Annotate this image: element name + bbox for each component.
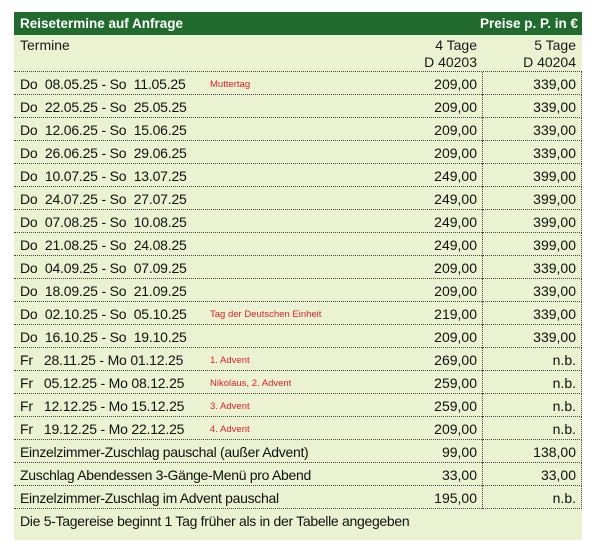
table-row: Fr 12.12.25 - Mo 15.12.25 3. Advent 259,00… bbox=[14, 394, 582, 417]
header-5-tage: 5 Tage D 40204 bbox=[523, 37, 576, 71]
table-row: Do 08.05.25 - So 11.05.25 Muttertag 209,00… bbox=[14, 72, 582, 95]
row-note: 4. Advent bbox=[210, 424, 250, 435]
row-date: Zuschlag Abendessen 3-Gänge-Menü pro Abe… bbox=[20, 467, 311, 483]
table-row: Do 04.09.25 - So 07.09.25 209,00 339,00 bbox=[14, 256, 582, 279]
row-price-5-tage: 339,00 bbox=[533, 72, 582, 95]
row-price-4-tage: 209,00 bbox=[434, 95, 483, 118]
table-row: Einzelzimmer-Zuschlag pauschal (außer Ad… bbox=[14, 440, 582, 463]
row-price-5-tage: 399,00 bbox=[533, 210, 582, 233]
row-price-4-tage: 33,00 bbox=[441, 463, 484, 486]
row-price-4-tage: 209,00 bbox=[434, 72, 483, 95]
row-date: Do 16.10.25 - So 19.10.25 bbox=[20, 329, 187, 345]
row-note: Nikolaus, 2. Advent bbox=[210, 378, 292, 389]
row-note: Muttertag bbox=[210, 79, 251, 90]
row-date: Do 07.08.25 - So 10.08.25 bbox=[20, 214, 187, 230]
table-row: Do 02.10.25 - So 05.10.25 Tag der Deutsch… bbox=[14, 302, 582, 325]
row-date: Fr 05.12.25 - Mo 08.12.25 bbox=[20, 375, 185, 391]
row-price-4-tage: 259,00 bbox=[434, 394, 483, 417]
row-price-5-tage: 339,00 bbox=[533, 141, 582, 164]
row-price-5-tage: 339,00 bbox=[533, 256, 582, 279]
row-date: Do 04.09.25 - So 07.09.25 bbox=[20, 260, 187, 276]
row-date: Do 10.07.25 - So 13.07.25 bbox=[20, 168, 187, 184]
table-row: Do 24.07.25 - So 27.07.25 249,00 399,00 bbox=[14, 187, 582, 210]
row-date: Fr 12.12.25 - Mo 15.12.25 bbox=[20, 398, 185, 414]
row-price-5-tage: 339,00 bbox=[533, 118, 582, 141]
row-date: Einzelzimmer-Zuschlag im Advent pauschal bbox=[20, 490, 279, 506]
row-price-5-tage: 138,00 bbox=[533, 440, 582, 463]
row-price-5-tage: 339,00 bbox=[533, 95, 582, 118]
row-date: Do 26.06.25 - So 29.06.25 bbox=[20, 145, 187, 161]
row-note: 1. Advent bbox=[210, 355, 250, 366]
row-price-4-tage: 269,00 bbox=[434, 348, 483, 371]
header-4-tage: 4 Tage D 40203 bbox=[424, 37, 477, 71]
row-price-5-tage: n.b. bbox=[552, 348, 582, 371]
row-price-5-tage: 339,00 bbox=[533, 302, 582, 325]
row-price-4-tage: 249,00 bbox=[434, 187, 483, 210]
row-price-5-tage: n.b. bbox=[552, 417, 582, 440]
row-price-4-tage: 195,00 bbox=[434, 486, 483, 509]
row-price-4-tage: 219,00 bbox=[434, 302, 483, 325]
row-date: Do 02.10.25 - So 05.10.25 bbox=[20, 306, 187, 322]
price-table: Reisetermine auf Anfrage Preise p. P. in… bbox=[14, 12, 582, 540]
row-date: Do 12.06.25 - So 15.06.25 bbox=[20, 122, 187, 138]
table-row: Do 16.10.25 - So 19.10.25 209,00 339,00 bbox=[14, 325, 582, 348]
footer-note-text: Die 5-Tagereise beginnt 1 Tag früher als… bbox=[20, 513, 410, 529]
row-price-5-tage: 399,00 bbox=[533, 187, 582, 210]
header-5-tage-days: 5 Tage bbox=[534, 37, 576, 53]
row-date: Do 18.09.25 - So 21.09.25 bbox=[20, 283, 187, 299]
table-row: Do 18.09.25 - So 21.09.25 209,00 339,00 bbox=[14, 279, 582, 302]
table-body: Do 08.05.25 - So 11.05.25 Muttertag 209,00… bbox=[14, 71, 582, 509]
table-row: Zuschlag Abendessen 3-Gänge-Menü pro Abe… bbox=[14, 463, 582, 486]
row-price-5-tage: n.b. bbox=[552, 394, 582, 417]
price-label: Preise p. P. in € bbox=[479, 16, 578, 31]
row-price-5-tage: n.b. bbox=[552, 486, 582, 509]
row-price-4-tage: 249,00 bbox=[434, 164, 483, 187]
header-5-tage-code: D 40204 bbox=[523, 54, 576, 70]
header-4-tage-code: D 40203 bbox=[424, 54, 477, 70]
row-date: Do 08.05.25 - So 11.05.25 bbox=[20, 76, 186, 92]
row-price-4-tage: 99,00 bbox=[441, 440, 484, 463]
table-row: Fr 28.11.25 - Mo 01.12.25 1. Advent 269,00… bbox=[14, 348, 582, 371]
row-date: Do 21.08.25 - So 24.08.25 bbox=[20, 237, 187, 253]
row-price-4-tage: 209,00 bbox=[434, 118, 483, 141]
row-price-5-tage: n.b. bbox=[552, 371, 582, 394]
title-bar: Reisetermine auf Anfrage Preise p. P. in… bbox=[14, 12, 582, 35]
table-row: Fr 05.12.25 - Mo 08.12.25 Nikolaus, 2. Ad… bbox=[14, 371, 582, 394]
table-row: Do 10.07.25 - So 13.07.25 249,00 399,00 bbox=[14, 164, 582, 187]
row-date: Einzelzimmer-Zuschlag pauschal (außer Ad… bbox=[20, 444, 309, 460]
row-price-5-tage: 399,00 bbox=[533, 233, 582, 256]
header-termine: Termine bbox=[20, 37, 70, 53]
table-row: Do 26.06.25 - So 29.06.25 209,00 339,00 bbox=[14, 141, 582, 164]
row-note: Tag der Deutschen Einheit bbox=[210, 309, 322, 320]
row-date: Fr 28.11.25 - Mo 01.12.25 bbox=[20, 352, 184, 368]
row-price-5-tage: 33,00 bbox=[540, 463, 582, 486]
row-price-5-tage: 339,00 bbox=[533, 279, 582, 302]
table-title: Reisetermine auf Anfrage bbox=[20, 16, 184, 31]
row-note: 3. Advent bbox=[210, 401, 250, 412]
row-date: Fr 19.12.25 - Mo 22.12.25 bbox=[20, 421, 185, 437]
row-price-4-tage: 259,00 bbox=[434, 371, 483, 394]
row-price-5-tage: 399,00 bbox=[533, 164, 582, 187]
row-price-4-tage: 249,00 bbox=[434, 210, 483, 233]
row-date: Do 22.05.25 - So 25.05.25 bbox=[20, 99, 187, 115]
row-price-5-tage: 339,00 bbox=[533, 325, 582, 348]
table-row: Fr 19.12.25 - Mo 22.12.25 4. Advent 209,00… bbox=[14, 417, 582, 440]
row-price-4-tage: 209,00 bbox=[434, 417, 483, 440]
table-row: Do 22.05.25 - So 25.05.25 209,00 339,00 bbox=[14, 95, 582, 118]
table-row: Do 07.08.25 - So 10.08.25 249,00 399,00 bbox=[14, 210, 582, 233]
row-date: Do 24.07.25 - So 27.07.25 bbox=[20, 191, 187, 207]
row-price-4-tage: 249,00 bbox=[434, 233, 483, 256]
footer-note: Die 5-Tagereise beginnt 1 Tag früher als… bbox=[14, 509, 582, 533]
table-row: Do 21.08.25 - So 24.08.25 249,00 399,00 bbox=[14, 233, 582, 256]
column-header: Termine 4 Tage D 40203 5 Tage D 40204 bbox=[14, 35, 582, 71]
row-price-4-tage: 209,00 bbox=[434, 279, 483, 302]
row-price-4-tage: 209,00 bbox=[434, 256, 483, 279]
table-row: Do 12.06.25 - So 15.06.25 209,00 339,00 bbox=[14, 118, 582, 141]
row-price-4-tage: 209,00 bbox=[434, 141, 483, 164]
header-4-tage-days: 4 Tage bbox=[435, 37, 477, 53]
table-row: Einzelzimmer-Zuschlag im Advent pauschal… bbox=[14, 486, 582, 509]
row-price-4-tage: 209,00 bbox=[434, 325, 483, 348]
